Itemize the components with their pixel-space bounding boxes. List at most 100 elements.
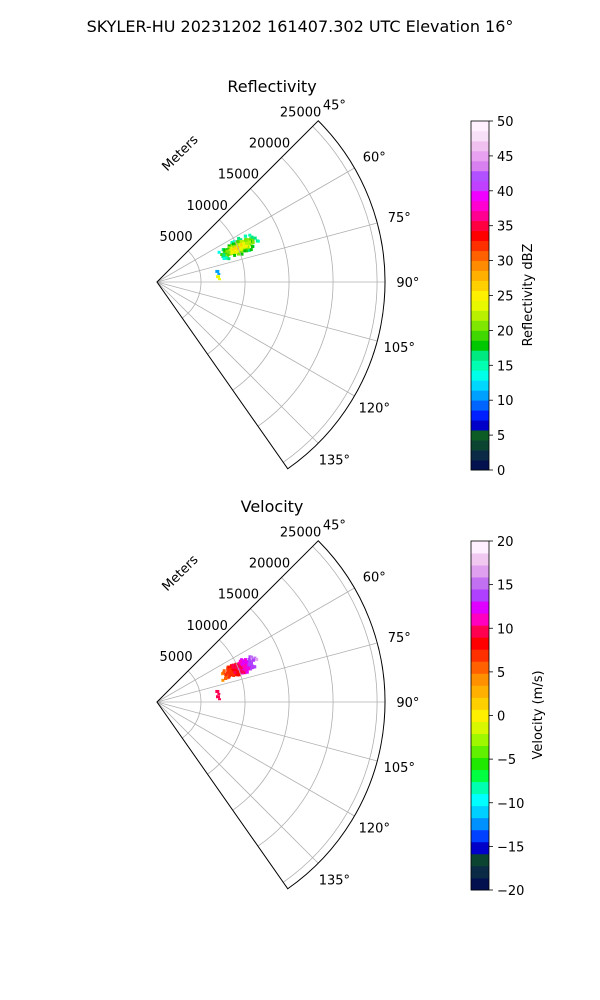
azimuth-tick-label: 60°	[363, 571, 386, 586]
echo-gate	[247, 663, 251, 667]
echo-gate	[240, 670, 244, 674]
range-ring	[232, 188, 290, 391]
colorbar-segment	[471, 805, 489, 819]
colorbar-segment	[471, 390, 489, 401]
colorbar-tick-label: 10	[497, 622, 514, 637]
echo-gate	[224, 673, 228, 677]
colorbar-segment	[471, 613, 489, 626]
echo-gate	[233, 246, 237, 250]
colorbar-segment	[471, 200, 489, 212]
range-ring	[283, 126, 378, 463]
echo-gate	[227, 252, 231, 256]
echo-gate	[239, 668, 243, 672]
azimuth-gridline	[156, 701, 378, 762]
echo-gate	[256, 239, 260, 243]
colorbar-segment	[471, 781, 489, 795]
echo-gate	[250, 238, 254, 242]
echo-gate	[250, 235, 254, 239]
colorbar-segment	[471, 380, 489, 391]
velocity-grid	[156, 540, 386, 890]
echo-gate	[237, 243, 241, 247]
echo-gate	[235, 670, 239, 674]
azimuth-gridline	[156, 587, 355, 703]
colorbar-tick-label: 35	[497, 220, 514, 235]
echo-gate	[236, 673, 240, 677]
colorbar-segment	[471, 757, 489, 771]
echo-gate	[237, 245, 241, 249]
echo-gate	[239, 250, 243, 254]
echo-gate	[227, 250, 231, 254]
echo-gate	[222, 252, 226, 256]
colorbar-segment	[471, 721, 489, 734]
range-tick-label: 10000	[187, 619, 228, 634]
azimuth-tick-label: 90°	[396, 276, 419, 291]
colorbar-tick-label: 0	[497, 710, 505, 725]
colorbar-segment	[471, 420, 489, 431]
colorbar-segment	[471, 260, 489, 271]
colorbar-tick-label: 20	[497, 324, 514, 339]
azimuth-gridline	[156, 281, 319, 444]
colorbar-segment	[471, 577, 489, 590]
echo-gate	[228, 667, 232, 671]
azimuth-gridline	[156, 222, 378, 283]
echo-gate	[253, 656, 257, 660]
echo-gate	[239, 240, 243, 244]
range-ring	[232, 608, 290, 811]
colorbar-tick-label: −10	[497, 797, 524, 812]
azimuth-tick-label: 135°	[319, 873, 350, 888]
echo-gate	[224, 255, 228, 259]
echo-gate	[243, 663, 247, 667]
echo-gate	[250, 241, 254, 245]
echo-gate	[229, 670, 233, 674]
colorbar-segment	[471, 697, 489, 710]
azimuth-tick-label: 45°	[323, 519, 346, 534]
colorbar-segment	[471, 625, 489, 638]
reflectivity-grid	[156, 120, 386, 470]
colorbar-tick-label: 10	[497, 394, 514, 409]
azimuth-tick-label: 105°	[384, 761, 415, 776]
colorbar-segment	[471, 877, 489, 891]
echo-gate	[244, 238, 248, 242]
azimuth-tick-label: 135°	[319, 453, 350, 468]
echo-gate	[232, 242, 235, 246]
colorbar-tick-label: 15	[497, 579, 514, 594]
echo-gate	[220, 253, 224, 256]
colorbar-segment	[471, 320, 489, 331]
colorbar-segment	[471, 300, 489, 311]
range-ring	[257, 157, 334, 427]
colorbar-tick-label: −15	[497, 840, 524, 855]
azimuth-tick-label: 75°	[388, 631, 411, 646]
echo-gate	[232, 239, 236, 243]
colorbar-segment	[471, 150, 489, 162]
echo-gate	[255, 657, 259, 661]
echo-gate	[248, 233, 252, 237]
echo-gate	[228, 672, 232, 676]
echo-gate	[222, 254, 226, 258]
colorbar-segment	[471, 370, 489, 381]
colorbar-segment	[471, 440, 489, 451]
azimuth-tick-label: 75°	[388, 211, 411, 226]
colorbar-segment	[471, 170, 489, 182]
azimuth-tick-label: 60°	[363, 151, 386, 166]
echo-gate	[250, 655, 254, 659]
echo-gate	[231, 670, 235, 674]
echo-gate	[227, 675, 231, 679]
plot-background	[157, 540, 385, 889]
colorbar-segment	[471, 745, 489, 759]
azimuth-gridline	[156, 642, 378, 703]
echo-gate	[240, 658, 244, 662]
colorbar-tick-label: 5	[497, 666, 505, 681]
echo-gate	[237, 673, 241, 677]
colorbar-tick-label: 40	[497, 185, 514, 200]
figure-suptitle: SKYLER-HU 20231202 161407.302 UTC Elevat…	[87, 17, 514, 36]
colorbar-segment	[471, 601, 489, 614]
colorbar-tick-label: −5	[497, 753, 516, 768]
colorbar-segment	[471, 310, 489, 321]
range-ring	[182, 250, 202, 319]
echo-gate	[227, 244, 231, 248]
echo-gate	[239, 247, 243, 251]
colorbar-segment	[471, 210, 489, 222]
colorbar-segment	[471, 817, 489, 831]
colorbar-segment	[471, 733, 489, 746]
